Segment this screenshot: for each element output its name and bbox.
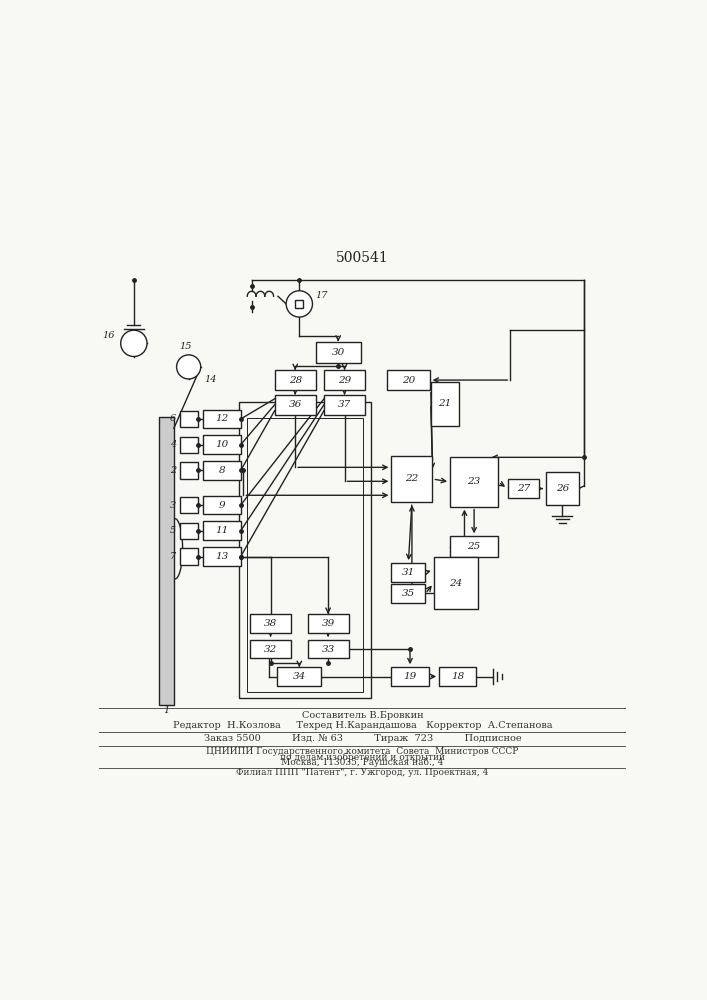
- Text: 33: 33: [322, 645, 334, 654]
- Text: Филиал ППП "Патент", г. Ужгород, ул. Проектная, 4: Филиал ППП "Патент", г. Ужгород, ул. Про…: [236, 768, 489, 777]
- Text: 32: 32: [264, 645, 277, 654]
- Text: Москва, 113035, Раушская наб., 4: Москва, 113035, Раушская наб., 4: [281, 758, 443, 767]
- Bar: [275, 370, 316, 390]
- Text: 25: 25: [467, 542, 481, 551]
- Bar: [180, 523, 198, 539]
- Circle shape: [177, 355, 201, 379]
- Text: 21: 21: [438, 399, 452, 408]
- Text: 10: 10: [216, 440, 228, 449]
- Text: 29: 29: [338, 376, 351, 385]
- Bar: [204, 496, 240, 514]
- Text: 15: 15: [180, 342, 192, 351]
- Bar: [450, 536, 498, 557]
- Bar: [204, 461, 240, 480]
- Text: 30: 30: [332, 348, 345, 357]
- Bar: [250, 614, 291, 633]
- Bar: [392, 667, 428, 686]
- Text: 23: 23: [467, 477, 481, 486]
- Bar: [308, 614, 349, 633]
- Bar: [204, 410, 240, 428]
- Bar: [316, 342, 361, 363]
- Text: 22: 22: [405, 474, 419, 483]
- Text: 27: 27: [517, 484, 530, 493]
- Bar: [324, 370, 365, 390]
- Text: 36: 36: [288, 400, 302, 409]
- Bar: [180, 411, 198, 427]
- Text: 17: 17: [315, 291, 328, 300]
- Bar: [392, 584, 426, 603]
- Text: 38: 38: [264, 619, 277, 628]
- Bar: [546, 472, 579, 505]
- Bar: [308, 640, 349, 658]
- Text: 16: 16: [103, 331, 115, 340]
- Text: 5: 5: [170, 526, 176, 535]
- Bar: [387, 370, 430, 390]
- Text: 35: 35: [402, 589, 415, 598]
- Text: 500541: 500541: [336, 251, 389, 265]
- Bar: [296, 300, 303, 308]
- Bar: [204, 435, 240, 454]
- Circle shape: [286, 291, 312, 317]
- Text: Редактор  Н.Козлова     Техред Н.Карандашова   Корректор  А.Степанова: Редактор Н.Козлова Техред Н.Карандашова …: [173, 721, 552, 730]
- Bar: [158, 417, 174, 705]
- Text: 1: 1: [163, 706, 169, 715]
- Text: 13: 13: [216, 552, 228, 561]
- Text: 12: 12: [216, 414, 228, 423]
- Bar: [431, 382, 460, 426]
- Bar: [180, 462, 198, 479]
- Bar: [204, 547, 240, 566]
- Circle shape: [121, 330, 147, 357]
- Text: 2: 2: [170, 466, 176, 475]
- Bar: [250, 640, 291, 658]
- Text: 24: 24: [450, 579, 462, 588]
- Text: 39: 39: [322, 619, 334, 628]
- Bar: [204, 521, 240, 540]
- Text: 31: 31: [402, 568, 415, 577]
- Bar: [180, 548, 198, 565]
- Text: 34: 34: [293, 672, 306, 681]
- Text: 19: 19: [404, 672, 416, 681]
- Text: 28: 28: [288, 376, 302, 385]
- Bar: [239, 402, 370, 698]
- Bar: [180, 497, 198, 513]
- Text: 18: 18: [451, 672, 464, 681]
- Bar: [392, 456, 433, 502]
- Text: Составитель В.Бровкин: Составитель В.Бровкин: [301, 711, 423, 720]
- Bar: [439, 667, 477, 686]
- Text: 11: 11: [216, 526, 228, 535]
- Text: 26: 26: [556, 484, 569, 493]
- Text: 9: 9: [218, 500, 226, 510]
- Text: 4: 4: [170, 440, 176, 449]
- Bar: [275, 395, 316, 415]
- Text: 3: 3: [170, 500, 176, 510]
- Text: по делам изобретений и открытий: по делам изобретений и открытий: [280, 752, 445, 762]
- Text: 6: 6: [170, 414, 176, 423]
- Text: 7: 7: [170, 552, 176, 561]
- Text: 8: 8: [218, 466, 226, 475]
- Bar: [508, 479, 539, 498]
- Bar: [392, 563, 426, 582]
- Text: 37: 37: [338, 400, 351, 409]
- Bar: [433, 557, 479, 609]
- Text: ЦНИИПИ Государственного комитета  Совета  Министров СССР: ЦНИИПИ Государственного комитета Совета …: [206, 747, 518, 756]
- Bar: [180, 437, 198, 453]
- Text: 20: 20: [402, 376, 415, 385]
- Text: Заказ 5500          Изд. № 63          Тираж  723          Подписное: Заказ 5500 Изд. № 63 Тираж 723 Подписное: [204, 734, 521, 743]
- Bar: [324, 395, 365, 415]
- Text: 14: 14: [204, 375, 216, 384]
- Bar: [450, 457, 498, 507]
- Bar: [277, 667, 321, 686]
- Bar: [247, 418, 363, 692]
